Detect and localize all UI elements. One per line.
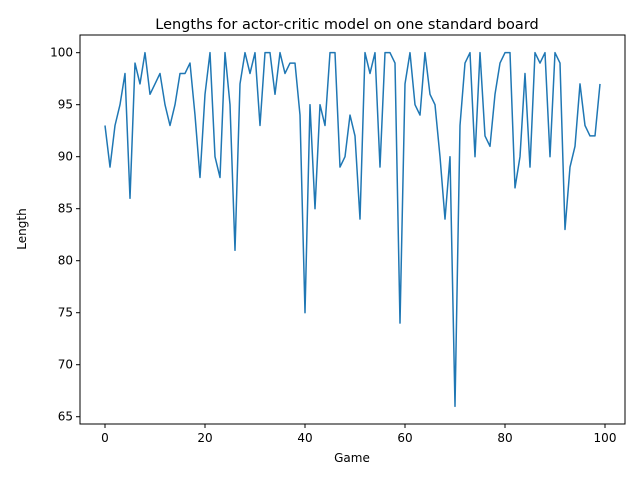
x-tick-label: 0 — [101, 431, 109, 445]
y-tick-label: 95 — [58, 98, 73, 112]
x-axis-label: Game — [334, 451, 370, 465]
y-tick-label: 75 — [58, 306, 73, 320]
y-tick-label: 65 — [58, 410, 73, 424]
chart-title: Lengths for actor-critic model on one st… — [155, 17, 538, 33]
series-line — [104, 51, 601, 408]
plot-area: 0 20 40 60 80 100 65 70 75 80 85 90 95 100 — [50, 34, 626, 445]
series-lines — [104, 51, 601, 408]
x-tick-label: 60 — [397, 431, 412, 445]
x-tick-label: 80 — [497, 431, 512, 445]
x-tick-label: 20 — [197, 431, 212, 445]
x-tick-label: 40 — [297, 431, 312, 445]
y-tick-label: 90 — [58, 150, 73, 164]
x-tick-label: 100 — [594, 431, 617, 445]
y-tick-label: 85 — [58, 202, 73, 216]
x-axis-ticks: 0 20 40 60 80 100 — [101, 424, 616, 445]
plot-frame — [79, 34, 626, 425]
y-axis-label: Length — [15, 208, 29, 249]
y-tick-label: 70 — [58, 358, 73, 372]
y-axis-ticks: 65 70 75 80 85 90 95 100 — [50, 46, 80, 424]
y-tick-label: 100 — [50, 46, 73, 60]
y-tick-label: 80 — [58, 254, 73, 268]
